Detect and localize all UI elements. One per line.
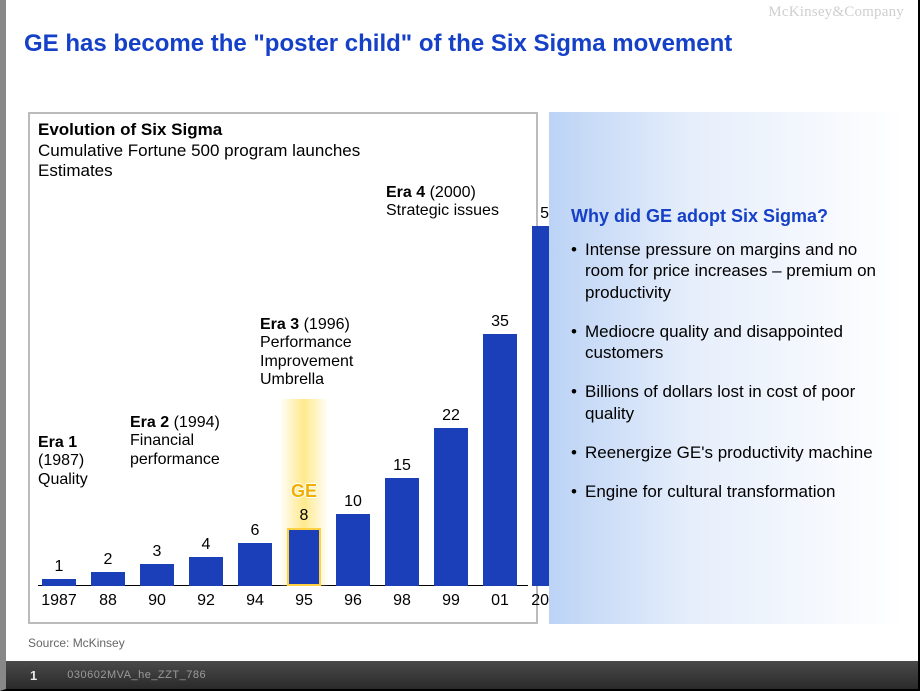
era-annotation: Era 4 (2000)Strategic issues: [386, 184, 499, 221]
x-tick-label: 92: [197, 592, 215, 610]
chart-bar: [91, 572, 125, 586]
bar-value-label: 35: [491, 313, 509, 331]
x-tick-label: 96: [344, 592, 362, 610]
bar-value-label: 3: [153, 543, 162, 561]
x-tick-label: 90: [148, 592, 166, 610]
bullet-item: Billions of dollars lost in cost of poor…: [571, 381, 893, 424]
chart-bar: [238, 543, 272, 586]
chart-bar: [42, 579, 76, 586]
bar-value-label: 15: [393, 457, 411, 475]
chart-bar: [189, 557, 223, 586]
bar-value-label: 22: [442, 407, 460, 425]
chart-plot-area: 1198728839049269489510961598229935015020…: [38, 184, 528, 586]
x-tick-label: 1987: [41, 592, 77, 610]
bullet-list: Intense pressure on margins and no room …: [571, 239, 893, 502]
chart-subtitle-1: Cumulative Fortune 500 program launches: [38, 141, 360, 161]
x-tick-label: 98: [393, 592, 411, 610]
chart-bar: [483, 334, 517, 586]
chart-title: Evolution of Six Sigma: [38, 120, 222, 140]
era-annotation: Era 3 (1996)PerformanceImprovementUmbrel…: [260, 316, 353, 390]
chart-bar: [287, 528, 321, 586]
era-annotation: Era 2 (1994)Financialperformance: [130, 414, 220, 469]
x-tick-label: 01: [491, 592, 509, 610]
x-tick-label: 88: [99, 592, 117, 610]
x-tick-label: 99: [442, 592, 460, 610]
footer-bar: 1 030602MVA_he_ZZT_786: [6, 661, 918, 689]
ge-callout: GE: [291, 481, 317, 502]
side-heading: Why did GE adopt Six Sigma?: [571, 206, 893, 227]
x-tick-label: 94: [246, 592, 264, 610]
company-logo: McKinsey&Company: [768, 4, 904, 21]
bullet-item: Engine for cultural transformation: [571, 481, 893, 502]
side-panel: Why did GE adopt Six Sigma? Intense pres…: [549, 112, 905, 624]
source-line: Source: McKinsey: [28, 636, 125, 650]
chart-bar: [140, 564, 174, 586]
bullet-item: Mediocre quality and disappointed custom…: [571, 321, 893, 364]
bullet-item: Intense pressure on margins and no room …: [571, 239, 893, 303]
chart-bar: [434, 428, 468, 586]
bullet-item: Reenergize GE's productivity machine: [571, 442, 893, 463]
chart-bar: [336, 514, 370, 586]
x-tick-label: 95: [295, 592, 313, 610]
page-number: 1: [30, 668, 37, 683]
chart-panel: Evolution of Six Sigma Cumulative Fortun…: [28, 112, 538, 624]
bar-value-label: 2: [104, 551, 113, 569]
era-annotation: Era 1(1987)Quality: [38, 434, 88, 489]
slide: McKinsey&Company GE has become the "post…: [0, 0, 920, 691]
doc-code: 030602MVA_he_ZZT_786: [67, 669, 206, 681]
slide-title: GE has become the "poster child" of the …: [24, 30, 900, 58]
bar-value-label: 8: [300, 507, 309, 525]
bar-value-label: 1: [55, 558, 64, 576]
chart-subtitle-2: Estimates: [38, 161, 113, 181]
chart-bar: [385, 478, 419, 586]
bar-value-label: 4: [202, 536, 211, 554]
bar-value-label: 6: [251, 522, 260, 540]
bar-value-label: 10: [344, 493, 362, 511]
